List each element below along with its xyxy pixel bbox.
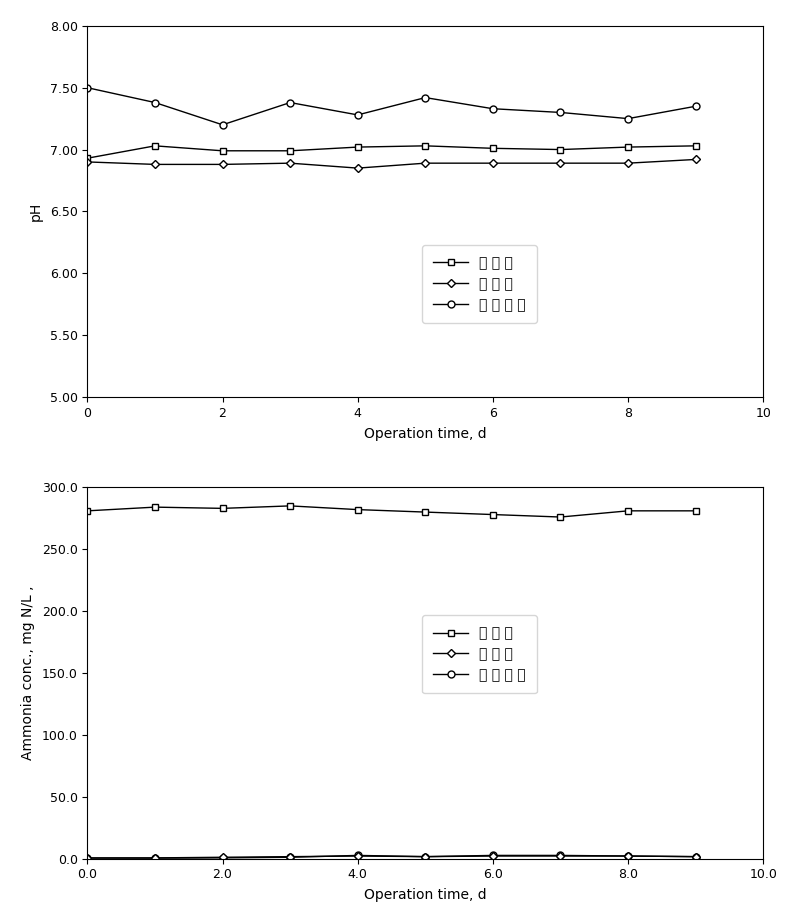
헐 기 조 (421, 851, 430, 862)
유 입 수 (218, 503, 227, 514)
질 산 화 조 (421, 92, 430, 103)
질 산 화 조 (353, 109, 362, 120)
헐 기 조 (691, 154, 701, 165)
X-axis label: Operation time, d: Operation time, d (364, 888, 487, 902)
유 입 수 (218, 145, 227, 156)
헐 기 조 (218, 159, 227, 170)
Line: 헐 기 조: 헐 기 조 (85, 157, 698, 171)
헐 기 조 (218, 852, 227, 863)
질 산 화 조 (623, 114, 633, 125)
X-axis label: Operation time, d: Operation time, d (364, 426, 487, 440)
유 입 수 (150, 140, 160, 151)
질 산 화 조 (555, 107, 565, 118)
질 산 화 조 (555, 850, 565, 861)
헐 기 조 (82, 156, 92, 167)
Y-axis label: pH: pH (29, 202, 43, 221)
유 입 수 (421, 507, 430, 518)
헐 기 조 (353, 850, 362, 861)
유 입 수 (353, 141, 362, 152)
Line: 유 입 수: 유 입 수 (84, 142, 699, 162)
유 입 수 (555, 511, 565, 522)
질 산 화 조 (286, 97, 295, 108)
Line: 유 입 수: 유 입 수 (84, 502, 699, 521)
질 산 화 조 (421, 851, 430, 862)
질 산 화 조 (691, 101, 701, 112)
헐 기 조 (623, 158, 633, 169)
질 산 화 조 (488, 103, 498, 114)
유 입 수 (82, 505, 92, 516)
헐 기 조 (623, 850, 633, 861)
질 산 화 조 (353, 850, 362, 861)
헐 기 조 (421, 158, 430, 169)
유 입 수 (286, 500, 295, 511)
헐 기 조 (353, 162, 362, 174)
헐 기 조 (286, 851, 295, 862)
유 입 수 (150, 501, 160, 512)
질 산 화 조 (218, 852, 227, 863)
질 산 화 조 (150, 853, 160, 864)
유 입 수 (286, 145, 295, 156)
Legend: 유 입 수, 헐 기 조, 질 산 화 조: 유 입 수, 헐 기 조, 질 산 화 조 (422, 616, 537, 693)
Line: 질 산 화 조: 질 산 화 조 (84, 84, 699, 128)
유 입 수 (421, 140, 430, 151)
헐 기 조 (286, 158, 295, 169)
질 산 화 조 (286, 852, 295, 863)
질 산 화 조 (623, 850, 633, 861)
유 입 수 (488, 143, 498, 154)
유 입 수 (691, 140, 701, 151)
유 입 수 (623, 141, 633, 152)
질 산 화 조 (218, 119, 227, 130)
유 입 수 (691, 505, 701, 516)
헐 기 조 (555, 158, 565, 169)
헐 기 조 (82, 852, 92, 863)
Legend: 유 입 수, 헐 기 조, 질 산 화 조: 유 입 수, 헐 기 조, 질 산 화 조 (422, 246, 537, 323)
유 입 수 (82, 152, 92, 163)
질 산 화 조 (82, 853, 92, 864)
헐 기 조 (555, 850, 565, 861)
헐 기 조 (488, 158, 498, 169)
질 산 화 조 (82, 82, 92, 93)
유 입 수 (623, 505, 633, 516)
헐 기 조 (150, 159, 160, 170)
유 입 수 (353, 504, 362, 515)
질 산 화 조 (488, 850, 498, 861)
Y-axis label: Ammonia conc., mg N/L ,: Ammonia conc., mg N/L , (21, 586, 35, 761)
헐 기 조 (488, 850, 498, 861)
질 산 화 조 (691, 851, 701, 862)
헐 기 조 (150, 852, 160, 863)
유 입 수 (555, 144, 565, 155)
헐 기 조 (691, 851, 701, 862)
질 산 화 조 (150, 97, 160, 108)
유 입 수 (488, 509, 498, 520)
Line: 질 산 화 조: 질 산 화 조 (84, 852, 699, 861)
Line: 헐 기 조: 헐 기 조 (85, 853, 698, 860)
